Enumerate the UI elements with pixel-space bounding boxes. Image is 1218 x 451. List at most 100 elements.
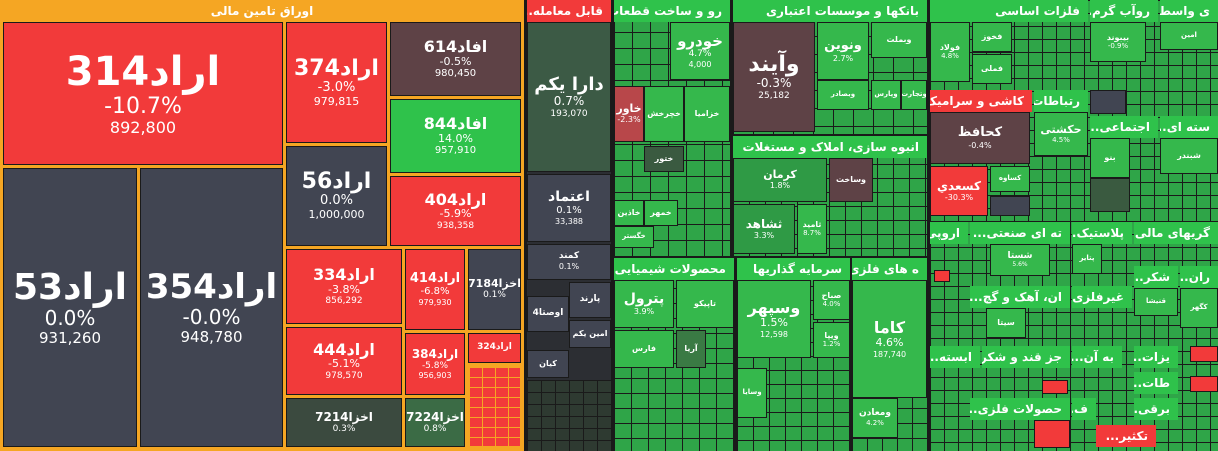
mining-section-title[interactable]: ه های فلزی — [852, 258, 927, 280]
stock-tile[interactable]: بیبوند -0.9% — [1090, 22, 1146, 62]
auto-section-title[interactable]: ...رو و ساخت قطعات — [614, 0, 730, 22]
bond-tile[interactable]: اراد414 -6.8% 979,930 — [405, 249, 465, 330]
stock-tile[interactable]: خگستر — [614, 226, 654, 248]
section-title[interactable]: ...ف — [1072, 398, 1096, 420]
bond-tile[interactable]: افاد844 14.0% 957,910 — [390, 99, 521, 173]
bond-tile[interactable]: افاد614 -0.5% 980,450 — [390, 22, 521, 96]
stock-tile[interactable]: خاور -2.3% — [614, 86, 644, 142]
fund-tile[interactable]: امین یکم — [569, 320, 611, 348]
stock-tile[interactable]: ثشاهد 3.3% — [733, 204, 795, 254]
stock-tile[interactable]: آریا — [676, 330, 706, 368]
bond-tile[interactable]: اراد56 0.0% 1,000,000 — [286, 146, 387, 246]
bond-tile[interactable]: اراد324 — [468, 333, 521, 363]
stock-tile[interactable]: کساوه — [990, 166, 1030, 192]
stock-tile[interactable]: فولاد 4.8% — [930, 22, 970, 82]
bond-tile[interactable]: اراد404 -5.9% 938,358 — [390, 176, 521, 246]
investment-section-title[interactable]: سرمایه گذاریها — [737, 258, 850, 280]
stock-tile[interactable]: وسپهر 1.5% 12,598 — [737, 280, 811, 358]
stock-tile[interactable] — [990, 196, 1030, 216]
stock-tile[interactable]: وبملت — [871, 22, 927, 58]
stock-tile[interactable]: فملی — [972, 54, 1012, 84]
stock-tile[interactable]: ویپا 1.2% — [813, 322, 850, 358]
bonds-section-title[interactable]: اوراق تامین مالی — [0, 0, 524, 22]
stock-tile[interactable]: وساخت — [829, 158, 873, 202]
fund-tile[interactable]: اعتماد 0.1% 33,388 — [527, 174, 611, 242]
bond-tile[interactable]: اراد314 -10.7% 892,800 — [3, 22, 283, 165]
section-title[interactable]: ...پلاستیک — [1072, 222, 1132, 244]
stock-tile[interactable]: پتایر — [1072, 244, 1102, 274]
stock-tile[interactable]: پترول 3.9% — [614, 280, 674, 328]
stock-tile[interactable]: خچرخش — [644, 86, 684, 142]
section-title[interactable]: ...سته ای — [1160, 116, 1218, 138]
stock-tile[interactable]: حکشتی 4.5% — [1034, 112, 1088, 156]
section-title[interactable]: ...طات — [1134, 372, 1178, 394]
ceramics-section-title[interactable]: کاشی و سرامیک — [930, 90, 1032, 112]
tradable-section-title[interactable]: ...قابل معامله — [527, 0, 611, 22]
section-title[interactable]: ...شکر — [1134, 266, 1178, 288]
stock-tile[interactable] — [1042, 380, 1068, 394]
stock-tile[interactable]: ثامید 8.7% — [797, 204, 827, 254]
fund-tile[interactable]: کیان — [527, 350, 569, 378]
section-title[interactable]: ...ران — [1180, 266, 1218, 288]
bond-tile[interactable]: اخزا7214 0.3% — [286, 398, 402, 447]
fund-tile[interactable]: اوصتا4 — [527, 296, 569, 332]
stock-tile[interactable]: کگهر — [1180, 288, 1218, 328]
stock-tile[interactable]: فارس — [614, 330, 674, 368]
stock-tile[interactable]: کحافظ -0.4% — [930, 112, 1030, 164]
stock-tile[interactable]: ونوین 2.7% — [817, 22, 869, 80]
section-title[interactable]: ...گریهای مالی — [1134, 222, 1218, 244]
section-title[interactable]: ...جز قند و شکر — [982, 346, 1070, 368]
stock-tile[interactable]: سیتا — [986, 308, 1026, 338]
stock-tile[interactable]: وسایا — [737, 368, 767, 418]
section-title[interactable]: ...اروپی — [930, 222, 968, 244]
stock-tile[interactable] — [1190, 346, 1218, 362]
section-title[interactable]: ...ابسته — [930, 346, 980, 368]
bond-tile[interactable]: اراد374 -3.0% 979,815 — [286, 22, 387, 143]
fund-tile[interactable]: دارا یکم 0.7% 193,070 — [527, 22, 611, 172]
stock-tile[interactable]: خودرو 4.7% 4,000 — [670, 22, 730, 80]
fund-tile[interactable]: پارند — [569, 282, 611, 318]
metals-section-title[interactable]: فلزات اساسی — [930, 0, 1088, 22]
stock-tile[interactable]: وپارس — [871, 80, 901, 110]
section-title[interactable]: ...ته ای صنعتی — [970, 222, 1070, 244]
section-title[interactable]: ...روآب گرم — [1090, 0, 1158, 22]
section-title[interactable]: ...ی واسط — [1160, 0, 1218, 22]
stock-tile[interactable]: وتجارت — [901, 80, 927, 110]
stock-tile[interactable]: امین — [1160, 22, 1218, 50]
stock-tile[interactable]: خاذین — [614, 200, 644, 226]
section-title[interactable]: ...برقی — [1134, 398, 1178, 420]
stock-tile[interactable] — [934, 270, 950, 282]
stock-tile[interactable] — [1034, 420, 1070, 448]
stock-tile[interactable]: کرمان 1.8% — [733, 158, 827, 202]
chemicals-section-title[interactable]: محصولات شیمیایی — [614, 258, 734, 280]
stock-tile[interactable] — [1090, 178, 1130, 212]
section-title[interactable]: ...حصولات فلزی — [970, 398, 1070, 420]
stock-tile[interactable]: قنیشا — [1134, 288, 1178, 316]
bond-tile[interactable]: اراد354 -0.0% 948,780 — [140, 168, 283, 447]
banks-section-title[interactable]: بانکها و موسسات اعتباری — [733, 0, 927, 22]
stock-tile[interactable]: شستا 5.6% — [990, 244, 1050, 276]
stock-tile[interactable]: صباح 4.0% — [813, 280, 850, 320]
bond-tile[interactable]: اراد53 0.0% 931,260 — [3, 168, 137, 447]
bond-tile[interactable]: اخزا7224 0.8% — [405, 398, 465, 447]
stock-tile[interactable]: خزامیا — [684, 86, 730, 142]
stock-tile[interactable]: خمهر — [644, 200, 678, 226]
fund-tile[interactable]: کمند 0.1% — [527, 244, 611, 280]
stock-tile[interactable]: کاما 4.6% 187,740 — [852, 280, 927, 398]
stock-tile[interactable] — [1190, 376, 1218, 392]
stock-tile[interactable]: ختور — [644, 146, 684, 172]
telecom-section-title[interactable]: ...رتباطات — [1034, 90, 1088, 112]
stock-tile[interactable]: فخوز — [972, 22, 1012, 52]
stock-tile[interactable]: وآیند -0.3% 25,182 — [733, 22, 815, 132]
construction-section-title[interactable]: انبوه سازی، املاک و مستغلات — [733, 136, 927, 158]
stock-tile[interactable]: بنو — [1090, 138, 1130, 178]
bond-tile[interactable]: اراد334 -3.8% 856,292 — [286, 249, 402, 324]
section-title[interactable]: ...ان، آهک و گچ — [970, 286, 1070, 308]
section-title[interactable]: ...تکثیر — [1096, 425, 1156, 447]
section-title[interactable]: ...غیرفلزی — [1072, 286, 1132, 308]
stock-tile[interactable]: ومعادن 4.2% — [852, 398, 898, 438]
social-section-title[interactable]: ...اجتماعی — [1090, 116, 1158, 138]
stock-tile[interactable] — [1090, 90, 1126, 114]
section-title[interactable]: ...یزات — [1134, 346, 1178, 368]
stock-tile[interactable]: وبصادر — [817, 80, 869, 110]
